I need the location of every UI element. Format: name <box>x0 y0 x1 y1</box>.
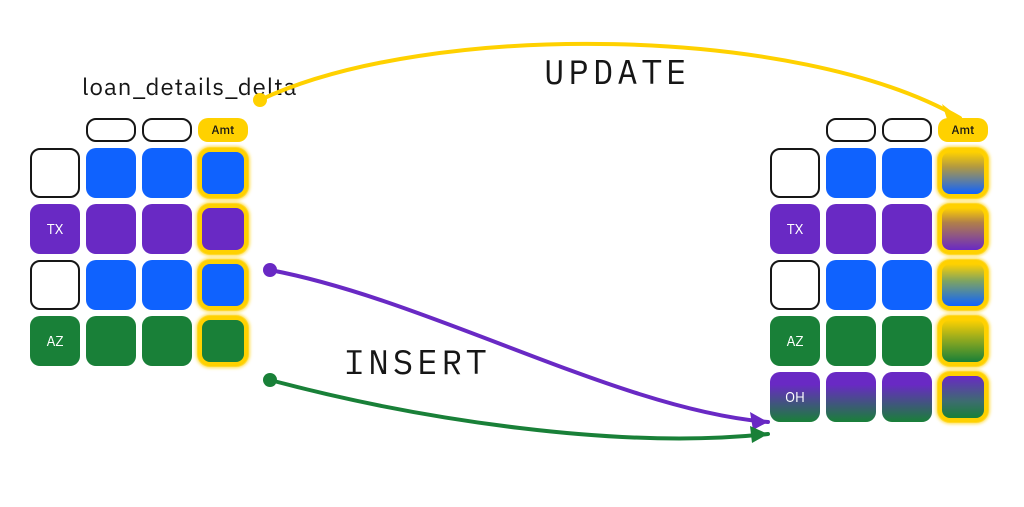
table-row <box>770 148 988 198</box>
row-label-cell: AZ <box>30 316 80 366</box>
amt-cell <box>938 204 988 254</box>
column-header <box>86 118 136 142</box>
data-cell <box>882 204 932 254</box>
amt-cell <box>938 316 988 366</box>
data-cell <box>826 260 876 310</box>
data-cell <box>826 372 876 422</box>
data-cell <box>142 260 192 310</box>
amt-cell <box>938 372 988 422</box>
data-cell <box>882 260 932 310</box>
row-label-cell: AZ <box>770 316 820 366</box>
insert-arrow-purple <box>263 263 768 430</box>
table-row <box>30 148 248 198</box>
data-cell <box>86 204 136 254</box>
data-cell <box>882 316 932 366</box>
column-header <box>142 118 192 142</box>
data-cell <box>86 148 136 198</box>
column-header <box>826 118 876 142</box>
data-cell <box>142 316 192 366</box>
row-label-cell <box>30 148 80 198</box>
table-row <box>30 260 248 310</box>
amt-header: Amt <box>198 118 248 142</box>
amt-cell <box>198 148 248 198</box>
insert-arrow-green <box>263 373 768 443</box>
data-cell <box>826 316 876 366</box>
column-header <box>770 118 820 142</box>
table-row: OH <box>770 372 988 422</box>
insert-label: INSERT <box>344 340 490 384</box>
amt-cell <box>938 148 988 198</box>
data-cell <box>86 260 136 310</box>
data-cell <box>142 148 192 198</box>
amt-cell <box>938 260 988 310</box>
update-label: UPDATE <box>544 50 690 94</box>
data-cell <box>826 204 876 254</box>
column-header <box>30 118 80 142</box>
amt-cell <box>198 260 248 310</box>
row-label-cell <box>770 260 820 310</box>
row-label-cell <box>30 260 80 310</box>
target-table: Amt TX AZ OH <box>770 118 988 428</box>
row-label-cell <box>770 148 820 198</box>
data-cell <box>826 148 876 198</box>
row-label-cell: TX <box>30 204 80 254</box>
row-label-cell: OH <box>770 372 820 422</box>
column-header <box>882 118 932 142</box>
table-header: Amt <box>30 118 248 142</box>
table-row: AZ <box>770 316 988 366</box>
source-table: Amt TX AZ <box>30 118 248 372</box>
data-cell <box>882 372 932 422</box>
amt-header: Amt <box>938 118 988 142</box>
amt-cell <box>198 316 248 366</box>
table-row: TX <box>30 204 248 254</box>
amt-cell <box>198 204 248 254</box>
table-row: TX <box>770 204 988 254</box>
diagram-stage: loan_details_delta UPDATE INSERT Amt TX AZ… <box>0 0 1024 507</box>
data-cell <box>882 148 932 198</box>
data-cell <box>142 204 192 254</box>
table-title: loan_details_delta <box>82 70 297 102</box>
table-header: Amt <box>770 118 988 142</box>
table-row <box>770 260 988 310</box>
data-cell <box>86 316 136 366</box>
row-label-cell: TX <box>770 204 820 254</box>
table-row: AZ <box>30 316 248 366</box>
